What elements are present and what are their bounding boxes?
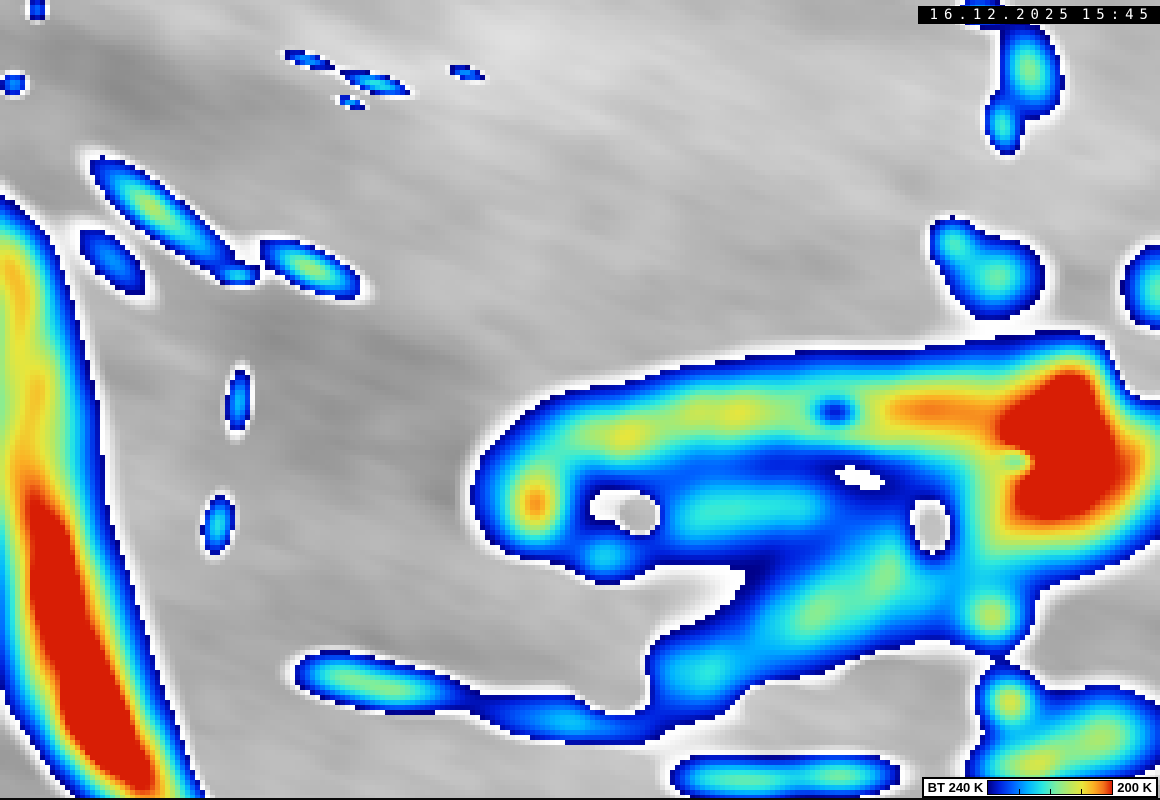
image-bottom-border <box>0 798 1160 800</box>
colorbar-tick <box>1019 789 1021 794</box>
timestamp-time: 15:45 <box>1081 7 1154 23</box>
colorbar-tick <box>1081 789 1083 794</box>
colorbar-tick <box>1050 789 1052 794</box>
colorbar-cold-label: 200 K <box>1117 780 1152 795</box>
timestamp-bar: 16.12.2025 15:45 <box>917 6 1160 24</box>
colorbar-legend: BT 240 K 200 K <box>921 777 1158 798</box>
colorbar-warm-label: BT 240 K <box>927 780 984 795</box>
timestamp-date: 16.12.2025 <box>929 7 1074 23</box>
colorbar-gradient <box>987 780 1114 795</box>
